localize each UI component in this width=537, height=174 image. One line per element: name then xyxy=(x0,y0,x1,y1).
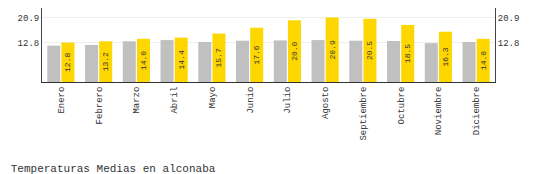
svg-text:Octubre: Octubre xyxy=(397,87,407,125)
svg-text:20.9: 20.9 xyxy=(498,14,520,24)
svg-text:15.7: 15.7 xyxy=(214,48,223,67)
svg-text:Agosto: Agosto xyxy=(321,87,331,119)
svg-text:Noviembre: Noviembre xyxy=(434,87,444,136)
svg-text:13.2: 13.2 xyxy=(101,52,110,71)
svg-text:Febrero: Febrero xyxy=(95,87,105,125)
svg-text:Diciembre: Diciembre xyxy=(472,87,482,136)
svg-text:12.8: 12.8 xyxy=(18,39,40,49)
svg-text:20.9: 20.9 xyxy=(328,40,337,59)
svg-text:Septiembre: Septiembre xyxy=(359,87,369,141)
svg-text:Temperaturas Medias en alconab: Temperaturas Medias en alconaba xyxy=(11,163,216,174)
svg-text:14.0: 14.0 xyxy=(479,51,488,70)
svg-text:14.4: 14.4 xyxy=(177,50,186,69)
svg-text:Marzo: Marzo xyxy=(132,87,142,114)
svg-text:17.6: 17.6 xyxy=(252,45,261,64)
svg-text:12.8: 12.8 xyxy=(498,39,520,49)
svg-text:Junio: Junio xyxy=(246,87,256,114)
svg-text:14.0: 14.0 xyxy=(139,51,148,70)
svg-text:Mayo: Mayo xyxy=(208,87,218,109)
svg-text:12.8: 12.8 xyxy=(63,53,72,72)
svg-text:Julio: Julio xyxy=(283,87,293,114)
svg-text:Enero: Enero xyxy=(57,87,67,114)
svg-text:20.9: 20.9 xyxy=(18,14,40,24)
svg-text:20.5: 20.5 xyxy=(365,41,374,60)
svg-text:Abril: Abril xyxy=(170,87,180,114)
svg-text:18.5: 18.5 xyxy=(403,44,412,63)
svg-text:20.0: 20.0 xyxy=(290,41,299,60)
svg-text:16.3: 16.3 xyxy=(441,47,450,66)
